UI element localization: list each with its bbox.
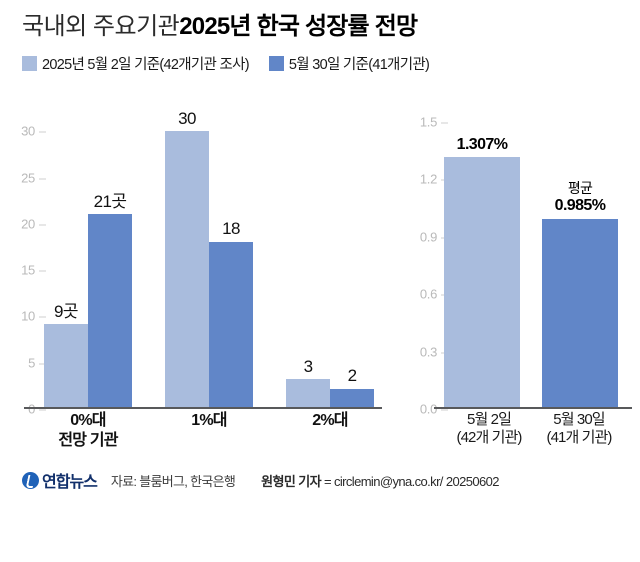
- bar-rect-0pct-may2[interactable]: [44, 324, 88, 407]
- bar-rect-1pct-may30[interactable]: [209, 241, 253, 407]
- source-credit: 자료: 블룸버그, 한국은행: [110, 473, 236, 489]
- bar-label-2pct-may30: 2: [347, 366, 357, 386]
- average-growth-y-axis: 0.0 0.3 0.6 0.9 1.2 1.5: [408, 115, 448, 417]
- bar-group-0pct: 9곳 21곳: [44, 192, 132, 407]
- y-tick-20: 20: [21, 216, 46, 231]
- x-label-0pct-line1: 0%대: [70, 412, 106, 429]
- x-label-2pct-line1: 2%대: [312, 412, 348, 429]
- average-growth-plot: 0.0 0.3 0.6 0.9 1.2 1.5 1.307%: [400, 115, 640, 417]
- legend-swatch-may2: [22, 56, 37, 71]
- bar-label-0pct-may30: 21곳: [93, 191, 127, 211]
- y-tick-5: 5: [28, 355, 46, 370]
- legend-item-may30: 5월 30일 기준(41개기관): [268, 53, 430, 74]
- bar-group-2pct: 3 2: [286, 357, 374, 407]
- bar-annotation-average: 평균: [567, 180, 593, 197]
- x-label-may30-line2: (41개 기관): [546, 429, 612, 447]
- bar-label-2pct-may2: 3: [303, 357, 313, 377]
- x-label-may2: 5월 2일 (42개 기관): [444, 411, 534, 448]
- institution-count-chart: 0 5 10 15 20 25 30 9곳 21곳: [0, 108, 392, 460]
- bar-rect-average-may30[interactable]: [542, 218, 618, 407]
- legend-swatch-may30: [268, 56, 284, 71]
- x-label-may30-line1: 5월 30일: [553, 411, 605, 428]
- yonhap-logo[interactable]: 연합뉴스: [22, 468, 98, 492]
- x-label-may2-line1: 5월 2일: [467, 411, 512, 428]
- y-tick-0: 0: [28, 402, 46, 417]
- yonhap-logo-text: 연합뉴스: [42, 474, 98, 491]
- bar-rect-1pct-may2[interactable]: [165, 131, 209, 407]
- legend-label-may2: 2025년 5월 2일 기준(42개기관 조사): [42, 57, 250, 73]
- x-label-1pct-line1: 1%대: [191, 412, 227, 429]
- x-label-0pct: 0%대 전망 기관: [44, 411, 132, 450]
- x-label-may30: 5월 30일 (41개 기관): [534, 411, 624, 448]
- bar-rect-0pct-may30[interactable]: [88, 213, 132, 407]
- y-tick-0-0: 0.0: [420, 402, 448, 417]
- bar-value-average-may2: 1.307%: [456, 135, 508, 153]
- average-growth-x-axis: 5월 2일 (42개 기관) 5월 30일 (41개 기관): [444, 411, 624, 448]
- bar-2pct-may30[interactable]: 2: [330, 366, 374, 407]
- byline-reporter: 원형민 기자: [261, 473, 321, 489]
- bar-label-1pct-may2: 30: [178, 108, 196, 128]
- x-label-1pct: 1%대: [165, 411, 253, 450]
- chart-legend: 2025년 5월 2일 기준(42개기관 조사) 5월 30일 기준(41개기관…: [22, 53, 640, 74]
- bar-average-may2[interactable]: 1.307%: [444, 136, 520, 407]
- page-title: 국내외 주요기관2025년 한국 성장률 전망: [22, 12, 640, 42]
- institution-count-x-axis: 0%대 전망 기관 1%대 2%대: [44, 411, 374, 450]
- institution-count-plot: 0 5 10 15 20 25 30 9곳 21곳: [0, 109, 392, 417]
- bar-label-0pct-may2: 9곳: [54, 301, 79, 321]
- bar-1pct-may30[interactable]: 18: [209, 219, 253, 407]
- bar-1pct-may2[interactable]: 30: [165, 109, 209, 407]
- x-label-2pct: 2%대: [286, 411, 374, 450]
- y-tick-25: 25: [21, 170, 46, 185]
- average-growth-bar-groups: 1.307% 평균 0.985%: [444, 122, 624, 407]
- average-growth-baseline: [434, 407, 632, 409]
- bar-label-average-may2: 1.307%: [457, 136, 508, 153]
- average-growth-chart: 0.0 0.3 0.6 0.9 1.2 1.5 1.307%: [400, 108, 640, 460]
- yonhap-logo-icon: [22, 471, 39, 489]
- bar-value-average-may30: 0.985%: [554, 197, 606, 215]
- bar-average-may30[interactable]: 평균 0.985%: [542, 181, 618, 407]
- header: 국내외 주요기관2025년 한국 성장률 전망 2025년 5월 2일 기준(4…: [0, 0, 640, 74]
- legend-item-may2: 2025년 5월 2일 기준(42개기관 조사): [22, 53, 250, 74]
- bar-label-average-may30: 평균 0.985%: [554, 180, 606, 215]
- institution-count-bar-groups: 9곳 21곳 30 18: [44, 109, 374, 407]
- bar-group-1pct: 30 18: [165, 109, 253, 407]
- y-tick-15: 15: [21, 263, 46, 278]
- institution-count-y-axis: 0 5 10 15 20 25 30: [6, 122, 46, 417]
- page-title-lead: 국내외 주요기관: [22, 13, 180, 40]
- x-label-0pct-line2: 전망 기관: [58, 431, 118, 449]
- bar-0pct-may30[interactable]: 21곳: [88, 192, 132, 407]
- bar-rect-2pct-may2[interactable]: [286, 379, 330, 407]
- x-label-may2-line2: (42개 기관): [456, 429, 522, 447]
- bar-0pct-may2[interactable]: 9곳: [44, 302, 88, 407]
- footer: 연합뉴스 자료: 블룸버그, 한국은행 원형민 기자 = circlemin@y…: [0, 468, 640, 492]
- byline: 원형민 기자 = circlemin@yna.co.kr/ 20250602: [261, 471, 499, 490]
- bar-rect-average-may2[interactable]: [444, 157, 520, 407]
- y-tick-1-5: 1.5: [420, 115, 448, 130]
- bar-group-average: 1.307% 평균 0.985%: [444, 136, 618, 407]
- institution-count-baseline: [24, 407, 382, 409]
- page-title-main: 2025년 한국 성장률 전망: [179, 13, 418, 40]
- bar-rect-2pct-may30[interactable]: [330, 388, 374, 407]
- y-tick-10: 10: [21, 309, 46, 324]
- byline-contact: = circlemin@yna.co.kr/ 20250602: [323, 473, 499, 489]
- legend-label-may30: 5월 30일 기준(41개기관): [288, 57, 430, 73]
- bar-label-1pct-may30: 18: [222, 219, 240, 239]
- y-tick-30: 30: [21, 124, 46, 139]
- bar-2pct-may2[interactable]: 3: [286, 357, 330, 407]
- charts-container: 0 5 10 15 20 25 30 9곳 21곳: [0, 108, 640, 460]
